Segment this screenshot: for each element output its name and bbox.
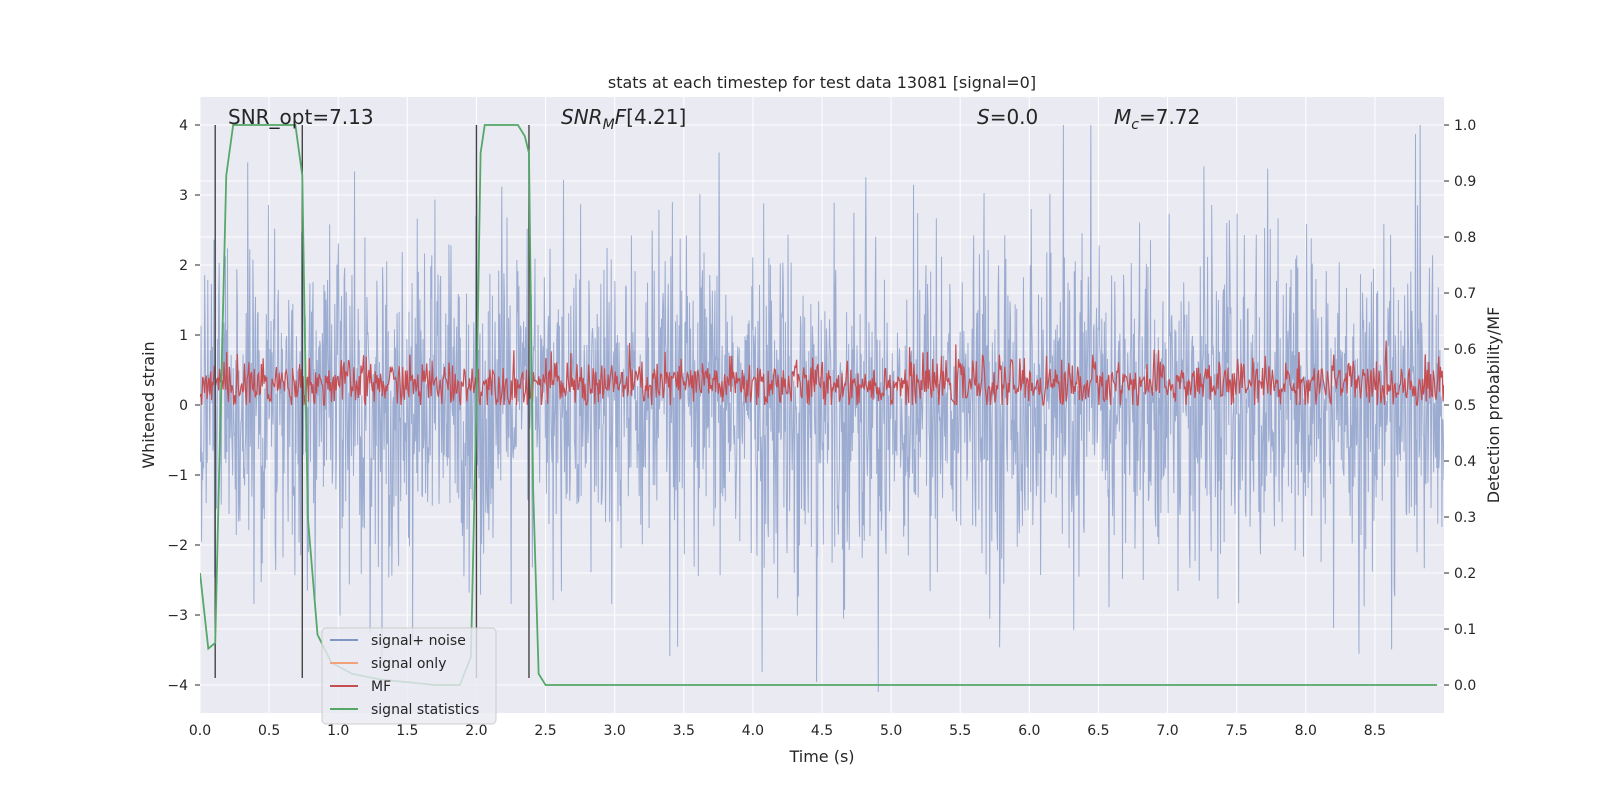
x-tick-label: 6.5 [1087,723,1109,739]
y-axis-right-label: Detection probability/MF [1484,307,1503,504]
annotation-s: S=0.0 [977,105,1038,129]
annotation-snr-opt: SNR_opt=7.13 [228,105,374,129]
y-tick-label: 3 [179,188,188,204]
y-ticks: −4 −3 −2 −1 0 1 2 3 4 [167,118,200,694]
y-right-tick-label: 0.5 [1454,398,1476,414]
x-tick-label: 4.0 [742,723,764,739]
x-tick-label: 6.0 [1018,723,1040,739]
y-right-tick-label: 1.0 [1454,118,1476,134]
y-right-tick-label: 0.3 [1454,510,1476,526]
y-axis-label: Whitened strain [139,341,158,468]
y-tick-label: 4 [179,118,188,134]
y-right-tick-label: 0.2 [1454,566,1476,582]
y-right-tick-label: 0.6 [1454,342,1476,358]
y-tick-label: −3 [167,608,188,624]
y-tick-label: 0 [179,398,188,414]
y-right-tick-label: 0.7 [1454,286,1476,302]
x-ticks: 0.0 0.5 1.0 1.5 2.0 2.5 3.0 3.5 4.0 4.5 5.0 5.5 6.0 6… [189,723,1386,739]
x-tick-label: 7.0 [1156,723,1178,739]
y-tick-label: −1 [167,468,188,484]
annotation-snr-mf-value: [4.21] [626,105,686,129]
legend-label-noise: signal+ noise [371,633,466,649]
x-tick-label: 1.0 [327,723,349,739]
x-tick-label: 0.0 [189,723,211,739]
mf-series [200,340,1444,407]
y-right-tick-label: 0.1 [1454,622,1476,638]
x-tick-label: 8.0 [1295,723,1317,739]
x-tick-label: 3.0 [604,723,626,739]
x-axis-label: Time (s) [788,747,854,766]
legend-label-mf: MF [371,679,391,695]
x-tick-label: 7.5 [1226,723,1248,739]
y-right-tick-label: 0.4 [1454,454,1476,470]
x-tick-label: 5.0 [880,723,902,739]
annotation-s-value: =0.0 [990,105,1039,129]
y-tick-label: −4 [167,678,188,694]
x-tick-label: 8.5 [1364,723,1386,739]
legend-label-stats: signal statistics [371,702,479,718]
x-tick-label: 1.5 [396,723,418,739]
x-tick-label: 4.5 [811,723,833,739]
x-tick-label: 0.5 [258,723,280,739]
y-ticks-right: 0.0 0.1 0.2 0.3 0.4 0.5 0.6 0.7 0.8 0.9 1.0 [1444,118,1476,694]
annotation-mc-value: =7.72 [1139,105,1200,129]
x-tick-label: 5.5 [949,723,971,739]
y-right-tick-label: 0.9 [1454,174,1476,190]
mf-line [200,340,1444,407]
x-tick-label: 3.5 [673,723,695,739]
y-right-tick-label: 0.8 [1454,230,1476,246]
y-tick-label: 1 [179,328,188,344]
legend: signal+ noise signal only MF signal stat… [321,627,497,725]
y-tick-label: −2 [167,538,188,554]
y-tick-label: 2 [179,258,188,274]
x-tick-label: 2.0 [465,723,487,739]
annotation-snr-mf: SNRMF[4.21] [561,105,686,133]
chart-title: stats at each timestep for test data 130… [608,73,1036,92]
x-tick-label: 2.5 [534,723,556,739]
legend-label-signal-only: signal only [371,656,446,672]
annotation-mc: Mc=7.72 [1114,105,1200,133]
y-right-tick-label: 0.0 [1454,678,1476,694]
